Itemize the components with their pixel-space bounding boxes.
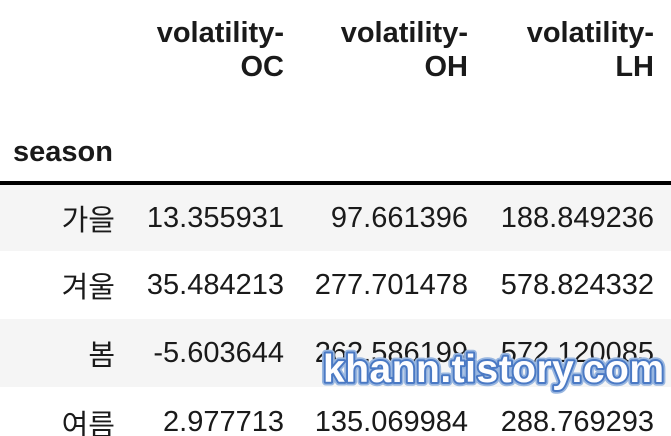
table-row: 가을 13.355931 97.661396 188.849236 [0, 183, 671, 251]
row-index-label: 겨울 [61, 272, 115, 304]
cell-value: 35.484213 [146, 268, 284, 301]
column-header-volatility-lh: volatility- LH [485, 0, 671, 116]
cell-value: 135.069984 [314, 406, 468, 436]
cell-value: 288.769293 [500, 406, 654, 436]
column-header-row: volatility- OC volatility- OH volatility… [0, 0, 671, 116]
row-index-label: 여름 [61, 409, 115, 436]
table-body: 가을 13.355931 97.661396 188.849236 겨울 35.… [0, 183, 671, 436]
corner-cell [0, 0, 132, 116]
cell-value: 97.661396 [330, 201, 468, 234]
column-header-line1: volatility- [156, 17, 284, 49]
row-index-label: 봄 [88, 340, 115, 372]
index-name-row: season [0, 116, 671, 183]
column-header-volatility-oh: volatility- OH [301, 0, 485, 116]
table-row: 여름 2.977713 135.069984 288.769293 [0, 387, 671, 436]
cell-value: 188.849236 [500, 201, 654, 234]
row-index-label: 가을 [61, 205, 115, 237]
cell-value: 13.355931 [146, 201, 284, 234]
table-row: 봄 -5.603644 262.586199 572.120085 [0, 319, 671, 387]
cell-value: 578.824332 [500, 268, 654, 301]
column-header-volatility-oc: volatility- OC [132, 0, 301, 116]
column-header-line2: OH [424, 51, 469, 83]
index-name-label: season [0, 116, 132, 183]
cell-value: 262.586199 [314, 336, 468, 369]
column-header-line2: LH [615, 51, 654, 83]
cell-value: 572.120085 [500, 336, 654, 369]
column-header-line1: volatility- [526, 17, 654, 49]
column-header-line2: OC [240, 51, 285, 83]
cell-value: 277.701478 [314, 268, 468, 301]
table-row: 겨울 35.484213 277.701478 578.824332 [0, 251, 671, 319]
cell-value: -5.603644 [153, 336, 284, 369]
table-header: volatility- OC volatility- OH volatility… [0, 0, 671, 183]
column-header-line1: volatility- [340, 17, 468, 49]
cell-value: 2.977713 [163, 406, 284, 436]
